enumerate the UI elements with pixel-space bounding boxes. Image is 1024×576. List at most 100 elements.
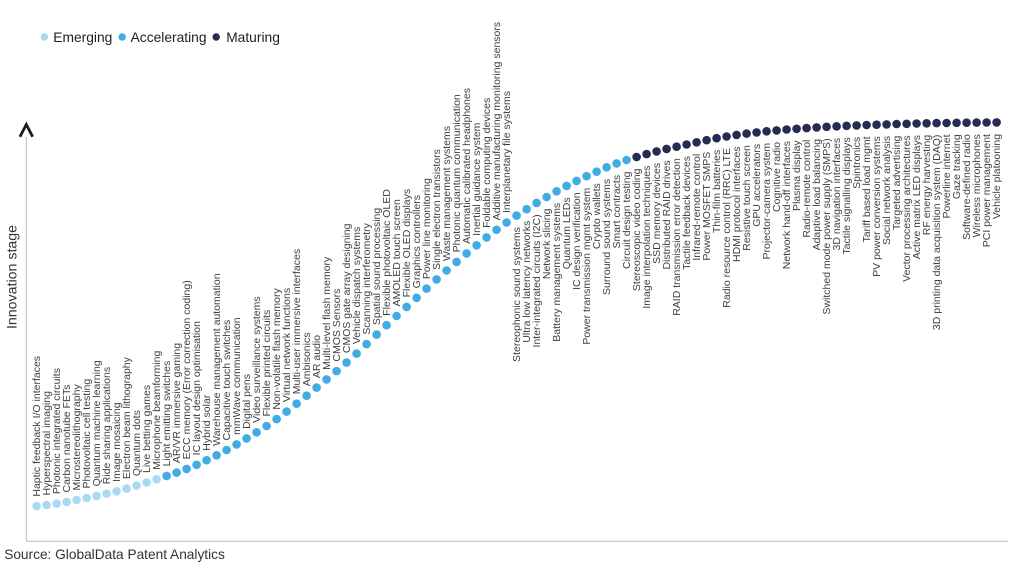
svg-text:Photonic quantum communication: Photonic quantum communication: [451, 94, 463, 252]
svg-text:Vector processing architecture: Vector processing architectures: [901, 135, 913, 281]
svg-text:Waste management systems: Waste management systems: [441, 126, 453, 261]
svg-text:Inertial guidance system: Inertial guidance system: [471, 122, 483, 235]
svg-text:Social network analysis: Social network analysis: [881, 136, 893, 245]
svg-text:Battery management systems: Battery management systems: [551, 203, 563, 342]
svg-text:Electron beam lithography: Electron beam lithography: [121, 356, 133, 479]
svg-text:Digital pens: Digital pens: [241, 374, 253, 429]
svg-text:Spatial sound processing: Spatial sound processing: [371, 208, 383, 325]
svg-text:Virtual network functions: Virtual network functions: [281, 288, 293, 402]
svg-text:Cognitive radio: Cognitive radio: [771, 142, 783, 212]
svg-text:Multi-level flash memory: Multi-level flash memory: [321, 256, 333, 370]
svg-text:3D printing data acquisition s: 3D printing data acquisition system (DAQ…: [931, 135, 943, 331]
svg-text:Radio resource control (RRC) L: Radio resource control (RRC) LTE: [721, 148, 733, 308]
svg-text:Smart contracts: Smart contracts: [611, 175, 623, 249]
svg-text:Network slicing: Network slicing: [541, 208, 553, 279]
svg-text:Hybrid solar: Hybrid solar: [201, 394, 213, 451]
svg-text:Photovoltaic cell testing: Photovoltaic cell testing: [81, 379, 93, 489]
svg-text:Inter-integrated circuits (I2C: Inter-integrated circuits (I2C): [531, 214, 543, 347]
svg-text:Vehicle dispatch systems: Vehicle dispatch systems: [351, 227, 363, 344]
svg-text:Tariff based load mgmt: Tariff based load mgmt: [861, 136, 873, 242]
svg-text:Hyperspectral imaging: Hyperspectral imaging: [41, 391, 53, 496]
svg-text:IC design verification: IC design verification: [571, 192, 583, 290]
svg-text:Accelerating: Accelerating: [131, 30, 207, 45]
svg-text:Live betting games: Live betting games: [141, 385, 153, 473]
svg-text:Power line monitoring: Power line monitoring: [421, 178, 433, 279]
svg-text:Targeted advertising: Targeted advertising: [891, 135, 903, 230]
svg-text:RAID transmission error detect: RAID transmission error detection: [671, 158, 683, 316]
svg-text:Additive manufacturing monitor: Additive manufacturing monitoring sensor…: [491, 22, 503, 220]
svg-text:mmWave communication: mmWave communication: [231, 317, 243, 435]
svg-text:Network hand-off interfaces: Network hand-off interfaces: [781, 141, 793, 269]
svg-text:IC layout design optimisation: IC layout design optimisation: [191, 321, 203, 455]
svg-text:Emerging: Emerging: [53, 30, 112, 45]
svg-text:3D navigation interfaces: 3D navigation interfaces: [831, 138, 843, 251]
svg-text:Power transmission mgmt system: Power transmission mgmt system: [581, 187, 593, 344]
svg-text:Infrared-remote control: Infrared-remote control: [691, 154, 703, 261]
svg-text:Distributed RAID drives: Distributed RAID drives: [661, 160, 673, 269]
svg-text:Projector-camera system: Projector-camera system: [761, 143, 773, 260]
svg-text:Ambisonics: Ambisonics: [301, 333, 313, 387]
svg-text:AR audio: AR audio: [311, 335, 323, 378]
svg-text:Flexible photovoltaic OLED: Flexible photovoltaic OLED: [381, 189, 393, 316]
svg-text:Circuit design testing: Circuit design testing: [621, 171, 633, 269]
svg-text:SSD memory devices: SSD memory devices: [651, 163, 663, 264]
svg-text:AMOLED touch screen: AMOLED touch screen: [391, 199, 403, 307]
svg-text:Flexible OLED displays: Flexible OLED displays: [401, 189, 413, 298]
svg-text:Video surveillance systems: Video surveillance systems: [251, 296, 263, 422]
svg-text:Haptic feedback I/O interfaces: Haptic feedback I/O interfaces: [31, 356, 43, 497]
svg-text:Photonic integrated circuits: Photonic integrated circuits: [51, 368, 63, 494]
svg-text:Quantum LEDs: Quantum LEDs: [561, 197, 573, 269]
svg-text:Ride sharing applications: Ride sharing applications: [101, 367, 113, 484]
svg-text:CMOS Sensors: CMOS Sensors: [331, 289, 343, 362]
svg-text:PCI power management: PCI power management: [981, 134, 993, 247]
svg-text:Flexible printed circuits: Flexible printed circuits: [261, 310, 273, 417]
svg-text:Warehouse management automatio: Warehouse management automation: [211, 273, 223, 446]
svg-text:Capacitive touch switches: Capacitive touch switches: [221, 320, 233, 441]
svg-text:Stereophonic sound systems: Stereophonic sound systems: [511, 227, 523, 362]
svg-text:Plasma display: Plasma display: [791, 140, 803, 211]
svg-text:Scanning interferometry: Scanning interferometry: [361, 222, 373, 334]
svg-text:Tactile signalling displays: Tactile signalling displays: [841, 137, 853, 254]
svg-text:Automatic calibrated headphone: Automatic calibrated headphones: [461, 88, 473, 244]
svg-text:Active matrix LED displays: Active matrix LED displays: [911, 135, 923, 259]
svg-text:Stereoscopic video coding: Stereoscopic video coding: [631, 168, 643, 291]
svg-text:Resistive touch screen: Resistive touch screen: [741, 145, 753, 251]
svg-text:Quantum machine learning: Quantum machine learning: [91, 360, 103, 486]
svg-text:Graphics controllers: Graphics controllers: [411, 195, 423, 288]
svg-text:Software-defined radio: Software-defined radio: [961, 134, 973, 240]
svg-text:Wireless microphones: Wireless microphones: [971, 134, 983, 237]
svg-text:Tactile feedback devices: Tactile feedback devices: [681, 156, 693, 270]
svg-text:Image interpolation techniques: Image interpolation techniques: [641, 166, 653, 309]
svg-text:Non-volatile flash memory: Non-volatile flash memory: [271, 287, 283, 409]
svg-text:Image mosaicing: Image mosaicing: [111, 402, 123, 482]
svg-text:Thin-film batteries: Thin-film batteries: [711, 150, 723, 233]
svg-text:Surround sound systems: Surround sound systems: [601, 179, 613, 295]
svg-text:Quantum dots: Quantum dots: [131, 410, 143, 476]
svg-text:ECC memory (Error correction c: ECC memory (Error correction coding): [181, 280, 193, 459]
svg-text:Microphone beamforming: Microphone beamforming: [151, 350, 163, 469]
svg-text:Ultra low latency networks: Ultra low latency networks: [521, 221, 533, 343]
svg-text:Spintronics: Spintronics: [851, 137, 863, 189]
svg-text:Carbon nanotube FETs: Carbon nanotube FETs: [61, 385, 73, 493]
svg-text:RF energy harvesting: RF energy harvesting: [921, 135, 933, 236]
svg-text:CMOS gate array designing: CMOS gate array designing: [341, 223, 353, 353]
svg-text:Powerline internet: Powerline internet: [941, 134, 953, 218]
svg-text:Innovation stage: Innovation stage: [4, 225, 20, 329]
svg-text:PV power conversion systems: PV power conversion systems: [871, 136, 883, 277]
svg-text:Light emitting switches: Light emitting switches: [161, 361, 173, 467]
svg-text:Radio-remote control: Radio-remote control: [801, 140, 813, 238]
svg-text:Gaze tracking: Gaze tracking: [951, 134, 963, 199]
svg-text:Vehicle platooning: Vehicle platooning: [991, 134, 1003, 219]
svg-text:Source: GlobalData Patent Anal: Source: GlobalData Patent Analytics: [4, 547, 225, 562]
svg-text:HDMI protocol interfaces: HDMI protocol interfaces: [731, 146, 743, 262]
svg-text:AR/VR immersive gaming: AR/VR immersive gaming: [171, 343, 183, 463]
svg-text:GPU accelerators: GPU accelerators: [751, 144, 763, 227]
svg-text:Crypto wallets: Crypto wallets: [591, 183, 603, 249]
svg-text:Adaptive load balancing: Adaptive load balancing: [811, 139, 823, 251]
svg-text:Microstereolithography: Microstereolithography: [71, 384, 83, 491]
svg-text:Single electron transistors: Single electron transistors: [431, 149, 443, 270]
svg-text:Maturing: Maturing: [226, 30, 280, 45]
svg-text:Power MOSFET SMPS: Power MOSFET SMPS: [701, 152, 713, 261]
svg-text:Switched mode power supply (SM: Switched mode power supply (SMPS): [821, 138, 833, 314]
svg-text:Foldable computing devices: Foldable computing devices: [481, 98, 493, 228]
